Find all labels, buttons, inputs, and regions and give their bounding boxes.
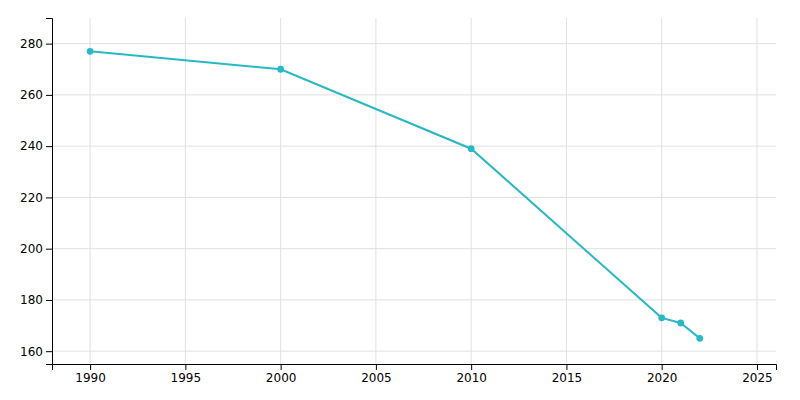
marker: [468, 145, 475, 152]
tick-mark: [46, 249, 52, 250]
tick-label: 200: [20, 242, 43, 256]
marker: [658, 314, 665, 321]
tick: 1990: [75, 364, 106, 385]
grid-line-x: [185, 18, 186, 364]
tick: 220: [20, 191, 52, 205]
tick: 260: [20, 88, 52, 102]
marker: [696, 335, 703, 342]
tick-mark: [46, 146, 52, 147]
tick-label: 160: [20, 345, 43, 359]
grid-line-y: [52, 351, 776, 352]
grid-line-x: [566, 18, 567, 364]
tick: 1995: [171, 364, 202, 385]
grid-line-x: [756, 18, 757, 364]
tick-mark: [46, 300, 52, 301]
tick: 160: [20, 345, 52, 359]
tick-label: 1995: [171, 371, 202, 385]
tick: 2000: [266, 364, 297, 385]
tick-label: 2025: [742, 371, 773, 385]
grid-line-x: [90, 18, 91, 364]
tick: 2005: [361, 364, 392, 385]
grid-line-x: [471, 18, 472, 364]
grid-line-x: [661, 18, 662, 364]
tick-label: 2005: [361, 371, 392, 385]
series: [87, 48, 703, 342]
grid-line-y: [52, 299, 776, 300]
x-axis: 1990 1995 2000 2005 2010 2015 2020 2025: [53, 364, 777, 385]
grid-line-y: [52, 197, 776, 198]
marker: [677, 320, 684, 327]
marker: [87, 48, 94, 55]
tick-label: 2010: [456, 371, 487, 385]
grid-line-y: [52, 146, 776, 147]
tick-label: 2020: [647, 371, 678, 385]
tick: 200: [20, 242, 52, 256]
line: [90, 51, 700, 338]
tick-mark: [566, 364, 567, 370]
grid-line-y: [52, 248, 776, 249]
tick-mark: [662, 364, 663, 370]
tick-label: 280: [20, 37, 43, 51]
tick-label: 1990: [75, 371, 106, 385]
grid-line-y: [52, 94, 776, 95]
tick-mark: [471, 364, 472, 370]
tick: 240: [20, 139, 52, 153]
tick: 2015: [552, 364, 583, 385]
tick-mark: [46, 351, 52, 352]
tick-mark: [46, 197, 52, 198]
tick-mark: [46, 95, 52, 96]
tick-mark: [46, 44, 52, 45]
tick: 2025: [742, 364, 773, 385]
marker: [277, 66, 284, 73]
grid-line-x: [375, 18, 376, 364]
tick: 2020: [647, 364, 678, 385]
y-axis: 160 180 200 220 240 260 280: [20, 19, 52, 365]
grid-line-y: [52, 43, 776, 44]
plot: 1990 1995 2000 2005 2010 2015 2020 2025 160 180 20…: [20, 18, 776, 385]
tick-mark: [281, 364, 282, 370]
axis-line: [53, 365, 777, 371]
axis-line: [46, 19, 53, 365]
tick-mark: [376, 364, 377, 370]
tick-label: 240: [20, 139, 43, 153]
tick: 280: [20, 37, 52, 51]
tick-label: 180: [20, 293, 43, 307]
tick-label: 2015: [552, 371, 583, 385]
chart: 1990 1995 2000 2005 2010 2015 2020 2025 160 180 20…: [0, 0, 800, 400]
grid: [52, 18, 776, 364]
tick-mark: [757, 364, 758, 370]
tick-mark: [185, 364, 186, 370]
tick-mark: [90, 364, 91, 370]
tick: 180: [20, 293, 52, 307]
tick: 2010: [456, 364, 487, 385]
tick-label: 260: [20, 88, 43, 102]
tick-label: 220: [20, 191, 43, 205]
tick-label: 2000: [266, 371, 297, 385]
